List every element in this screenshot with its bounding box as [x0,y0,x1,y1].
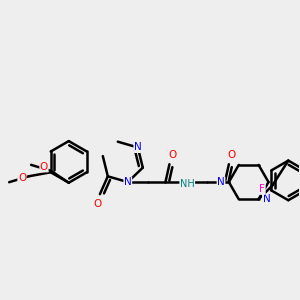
Text: F: F [259,184,265,194]
Text: O: O [168,150,176,160]
Text: N: N [124,177,132,187]
Text: N: N [217,177,225,187]
Text: O: O [40,162,48,172]
Text: N: N [262,194,270,204]
Text: N: N [134,142,142,152]
Text: O: O [94,199,102,209]
Text: O: O [18,173,26,183]
Text: NH: NH [180,179,195,189]
Text: O: O [228,150,236,160]
